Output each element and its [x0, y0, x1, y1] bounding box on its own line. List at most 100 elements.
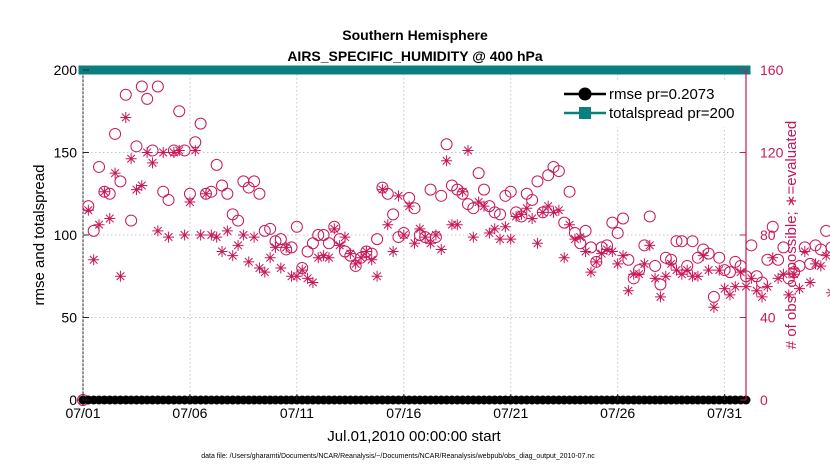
totalspread-point: [661, 65, 671, 75]
obs-evaluated-point: [660, 270, 672, 282]
obs-possible-point: [440, 138, 453, 151]
obs-evaluated-point: [505, 233, 517, 245]
totalspread-point: [265, 65, 275, 75]
obs-evaluated-point: [409, 237, 420, 249]
totalspread-point: [126, 65, 136, 75]
obs-possible-point: [643, 210, 656, 223]
totalspread-point: [645, 65, 655, 75]
obs-evaluated-point: [826, 288, 830, 297]
obs-evaluated-point: [163, 231, 175, 243]
totalspread-point: [153, 65, 163, 75]
obs-evaluated-point: [494, 233, 506, 245]
totalspread-point: [351, 65, 361, 75]
obs-possible-point: [504, 185, 517, 198]
obs-possible-point: [766, 220, 779, 233]
legend-spread-marker: [579, 107, 591, 119]
totalspread-point: [549, 65, 559, 75]
obs-evaluated-point: [296, 264, 308, 276]
obs-possible-point: [93, 160, 106, 173]
totalspread-point: [522, 65, 532, 75]
obs-evaluated-point: [366, 254, 378, 266]
obs-possible-point: [312, 229, 325, 241]
totalspread-point: [436, 65, 446, 75]
obs-evaluated-point: [601, 243, 613, 255]
totalspread-point: [527, 65, 537, 75]
obs-evaluated-point: [130, 184, 142, 196]
obs-possible-point: [494, 208, 507, 221]
totalspread-point: [442, 65, 452, 75]
totalspread-point: [554, 65, 564, 75]
obs-possible-point: [103, 187, 116, 200]
obs-evaluated-point: [724, 289, 736, 301]
obs-evaluated-point: [184, 196, 196, 208]
totalspread-point: [404, 65, 414, 75]
totalspread-point: [131, 65, 141, 75]
obs-possible-point: [606, 216, 619, 229]
totalspread-point: [142, 65, 152, 75]
totalspread-point: [399, 65, 409, 75]
obs-evaluated-point: [269, 241, 281, 253]
y-right-tick-label: 0: [760, 392, 768, 408]
y-left-tick-label: 50: [61, 310, 77, 326]
obs-evaluated-point: [205, 229, 217, 241]
obs-evaluated-point: [708, 301, 720, 313]
obs-possible-point: [745, 239, 758, 252]
obs-evaluated-point: [489, 223, 501, 235]
obs-evaluated-point: [425, 237, 437, 249]
obs-possible-point: [114, 175, 127, 188]
obs-possible-point: [387, 208, 400, 221]
obs-possible-point: [322, 237, 335, 250]
obs-evaluated-point: [703, 264, 715, 276]
obs-evaluated-point: [553, 204, 565, 216]
obs-evaluated-point: [259, 266, 271, 278]
obs-possible-point: [772, 253, 785, 266]
legend-rmse-label: rmse pr=0.2073: [609, 86, 714, 103]
y-left-tick-label: 0: [69, 392, 77, 408]
x-tick-label: 07/01: [65, 405, 100, 421]
obs-evaluated-point: [387, 246, 399, 257]
obs-possible-point: [253, 187, 266, 200]
totalspread-point: [586, 65, 596, 75]
obs-evaluated-point: [761, 281, 773, 293]
totalspread-point: [249, 65, 259, 75]
totalspread-point: [217, 65, 227, 75]
totalspread-point: [709, 65, 719, 75]
totalspread-point: [281, 65, 291, 75]
totalspread-point: [474, 65, 484, 75]
obs-evaluated-point: [729, 281, 741, 293]
totalspread-point: [720, 65, 730, 75]
totalspread-point: [415, 65, 425, 75]
totalspread-point: [287, 65, 297, 75]
obs-evaluated-point: [125, 153, 137, 165]
obs-evaluated-point: [264, 252, 276, 264]
totalspread-point: [693, 65, 703, 75]
legend-rmse-marker: [578, 87, 592, 101]
obs-evaluated-point: [526, 213, 538, 224]
obs-possible-point: [306, 237, 319, 250]
totalspread-point: [447, 65, 457, 75]
obs-possible-point: [424, 183, 437, 196]
obs-possible-point: [130, 140, 143, 153]
totalspread-point: [511, 65, 521, 75]
obs-evaluated-point: [580, 246, 592, 257]
totalspread-point: [329, 65, 339, 75]
obs-evaluated-point: [211, 231, 223, 243]
obs-evaluated-point: [291, 270, 303, 282]
totalspread-point: [367, 65, 377, 75]
x-tick-label: 07/06: [172, 405, 207, 421]
x-tick-label: 07/11: [280, 405, 314, 421]
totalspread-point: [393, 65, 403, 75]
obs-possible-point: [467, 202, 480, 215]
totalspread-point: [629, 65, 639, 75]
obs-possible-point: [563, 185, 576, 198]
obs-possible-point: [478, 183, 491, 196]
obs-possible-point: [713, 251, 726, 264]
obs-evaluated-point: [334, 239, 346, 251]
obs-possible-point: [488, 206, 501, 219]
obs-possible-point: [649, 259, 662, 272]
obs-evaluated-point: [777, 268, 789, 280]
obs-evaluated-point: [569, 233, 581, 245]
obs-possible-point: [205, 185, 218, 198]
x-tick-label: 07/31: [707, 405, 742, 421]
totalspread-point: [532, 65, 542, 75]
